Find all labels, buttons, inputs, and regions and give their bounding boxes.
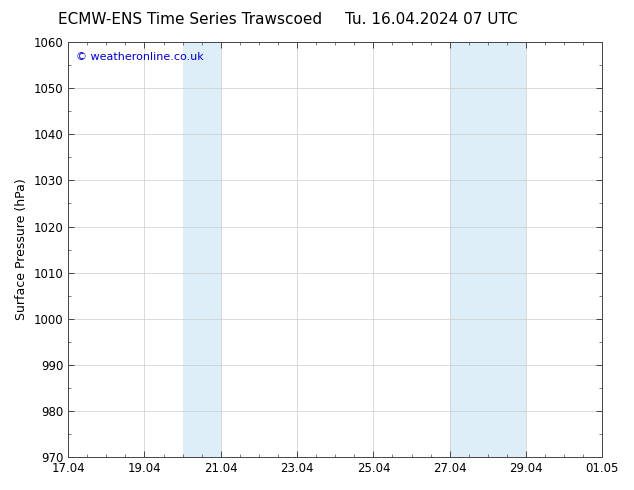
Text: Tu. 16.04.2024 07 UTC: Tu. 16.04.2024 07 UTC xyxy=(345,12,517,27)
Bar xyxy=(183,42,221,457)
Text: © weatheronline.co.uk: © weatheronline.co.uk xyxy=(76,52,204,62)
Text: ECMW-ENS Time Series Trawscoed: ECMW-ENS Time Series Trawscoed xyxy=(58,12,322,27)
Y-axis label: Surface Pressure (hPa): Surface Pressure (hPa) xyxy=(15,179,28,320)
Bar xyxy=(450,42,526,457)
